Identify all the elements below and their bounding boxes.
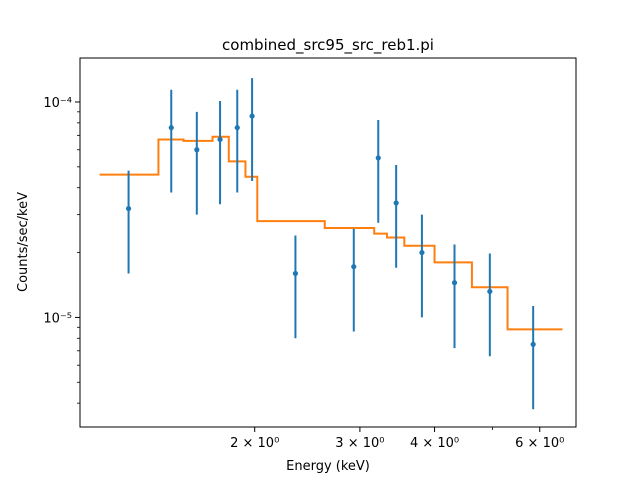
data-point: [451, 280, 458, 286]
data-point: [194, 147, 200, 153]
x-tick-label: 2 × 10⁰: [230, 436, 279, 451]
axes-frame: [79, 57, 577, 428]
x-tick-label: 3 × 10⁰: [335, 436, 384, 451]
plot-area: [99, 78, 563, 410]
chart-title: combined_src95_src_reb1.pi: [222, 36, 434, 55]
data-point: [292, 270, 299, 277]
y-axis-label: Counts/sec/keV: [16, 192, 31, 292]
model-step-line: [99, 135, 563, 331]
data-point: [351, 264, 357, 270]
y-axis-ticks: 10⁻⁵ 10⁻⁴: [43, 96, 80, 404]
x-axis-ticks: 2 × 10⁰ 3 × 10⁰ 4 × 10⁰ 6 × 10⁰: [230, 427, 564, 451]
data-point: [234, 125, 240, 131]
data-point: [125, 205, 132, 212]
x-tick-label: 6 × 10⁰: [515, 436, 564, 451]
y-tick-label: 10⁻⁴: [43, 96, 72, 111]
y-tick-label: 10⁻⁵: [43, 311, 72, 326]
data-point: [375, 155, 381, 161]
data-point: [487, 288, 493, 295]
data-point: [217, 136, 223, 143]
data-point: [249, 113, 255, 119]
data-point: [393, 200, 399, 206]
data-point: [168, 125, 174, 131]
x-tick-label: 4 × 10⁰: [410, 436, 459, 451]
data-point: [530, 341, 536, 347]
x-axis-label: Energy (keV): [286, 459, 370, 474]
data-point: [419, 249, 425, 256]
